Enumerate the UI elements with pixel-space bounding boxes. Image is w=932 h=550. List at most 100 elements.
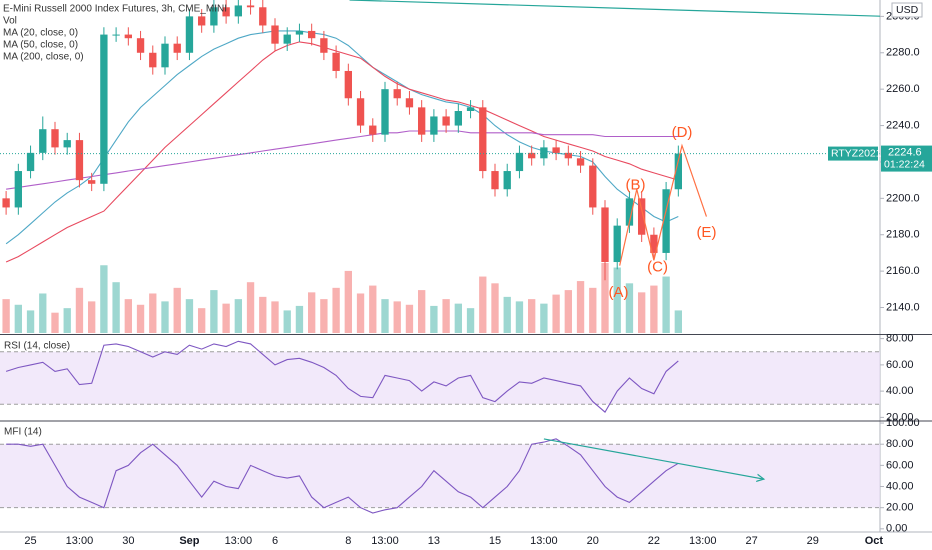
overlay: 2140.02160.02180.02200.02220.02240.02260… [3,2,932,547]
volume-bar [271,301,279,333]
candle-body [344,70,352,99]
volume-bar [295,305,304,333]
mfi-pane [0,438,880,514]
candle-body [198,16,206,26]
volume-bar [674,310,682,333]
volume-bar [625,283,634,333]
volume-bar [491,283,499,333]
volume-bar [479,276,487,333]
x-tick-label: 27 [746,535,758,547]
x-tick-label: 29 [807,535,819,547]
volume-bar [259,296,267,333]
y-tick-label: 2240.0 [886,119,920,131]
x-tick-label: 8 [345,535,351,547]
y-tick-label: 2200.0 [886,192,920,204]
legend-entry: Vol [3,16,17,27]
wave-label: (E) [696,224,716,241]
candle-body [466,107,475,111]
candle-body [88,180,96,184]
volume-bar [198,308,206,333]
candle-body [124,34,132,39]
indicator-title: RSI (14, close) [4,341,70,352]
y-tick-label: 100.00 [886,417,920,429]
candle-body [136,38,145,53]
volume-bar [14,304,22,333]
volume-bar [589,287,597,333]
volume-bar [540,303,548,333]
volume-bar [210,290,218,333]
price-box [881,145,932,172]
volume-bar [2,299,10,333]
candle-body [613,225,621,263]
y-tick-label: 80.00 [886,438,914,450]
legend-entry: MA (50, close, 0) [3,40,78,51]
currency-box [891,2,923,18]
x-tick-label: 13:00 [689,535,717,547]
volume-bar [576,281,585,333]
candle-body [39,129,47,153]
volume-bar [39,293,47,333]
candle-body [479,107,487,172]
candle-body [540,147,548,159]
volume-bar [369,285,377,333]
countdown-label: 01:22:24 [884,158,925,170]
symbol-box [828,146,878,161]
x-tick-label: 6 [272,535,278,547]
volume-bar [308,292,316,333]
candle-body [149,52,157,68]
volume-bar [283,310,291,333]
candle-body [112,34,120,36]
candle-body [650,234,658,253]
volume-bar [112,282,120,333]
candle-body [26,152,35,172]
volume-bar [564,290,572,333]
x-tick-label: 22 [648,535,660,547]
candle-body [515,152,524,172]
volume-bar [161,301,169,333]
volume-bar [234,299,242,333]
candle-body [381,89,389,135]
x-tick-label: 13:00 [530,535,558,547]
volume-bar [515,301,524,333]
volume-bar [75,287,84,333]
legend-entry: MA (200, close, 0) [3,52,84,63]
symbol-label: RTYZ2021 [831,147,882,159]
wave-label: (D) [672,124,693,141]
y-tick-label: 20.00 [886,502,914,514]
candle-body [674,153,682,190]
volume-bar [246,282,255,333]
candle-body [100,34,108,184]
candle-body [14,171,22,208]
candle-body [405,98,414,108]
indicator-title: MFI (14) [4,427,42,438]
candle-body [662,189,670,253]
candle-body [283,34,291,44]
volume-bar [381,299,389,333]
wave-label: (C) [647,258,668,275]
candle-body [222,7,230,17]
trend-line [543,438,764,479]
candle-body [564,152,572,159]
indicator-line [6,438,679,514]
volume-bar [173,287,181,333]
volume-bar [124,299,132,333]
candle-body [75,140,84,181]
x-tick-label: 13 [428,535,440,547]
volume-bar [222,303,230,333]
currency-label: USD [896,4,919,16]
volume-bar [185,299,194,333]
moving-average [6,130,679,190]
y-tick-label: 0.00 [886,523,907,535]
wave-label: (B) [626,177,646,194]
volume-bar [528,299,536,333]
y-tick-label: 60.00 [886,359,914,371]
candle-body [552,147,560,153]
candle-body [332,52,340,71]
x-tick-label: 30 [122,535,134,547]
candle-body [185,16,194,53]
candle-body [246,5,255,8]
volume-bar [454,303,462,333]
price-pane: (A) (B) (C) (D) (E) [0,0,880,333]
y-tick-label: 2180.0 [886,229,920,241]
